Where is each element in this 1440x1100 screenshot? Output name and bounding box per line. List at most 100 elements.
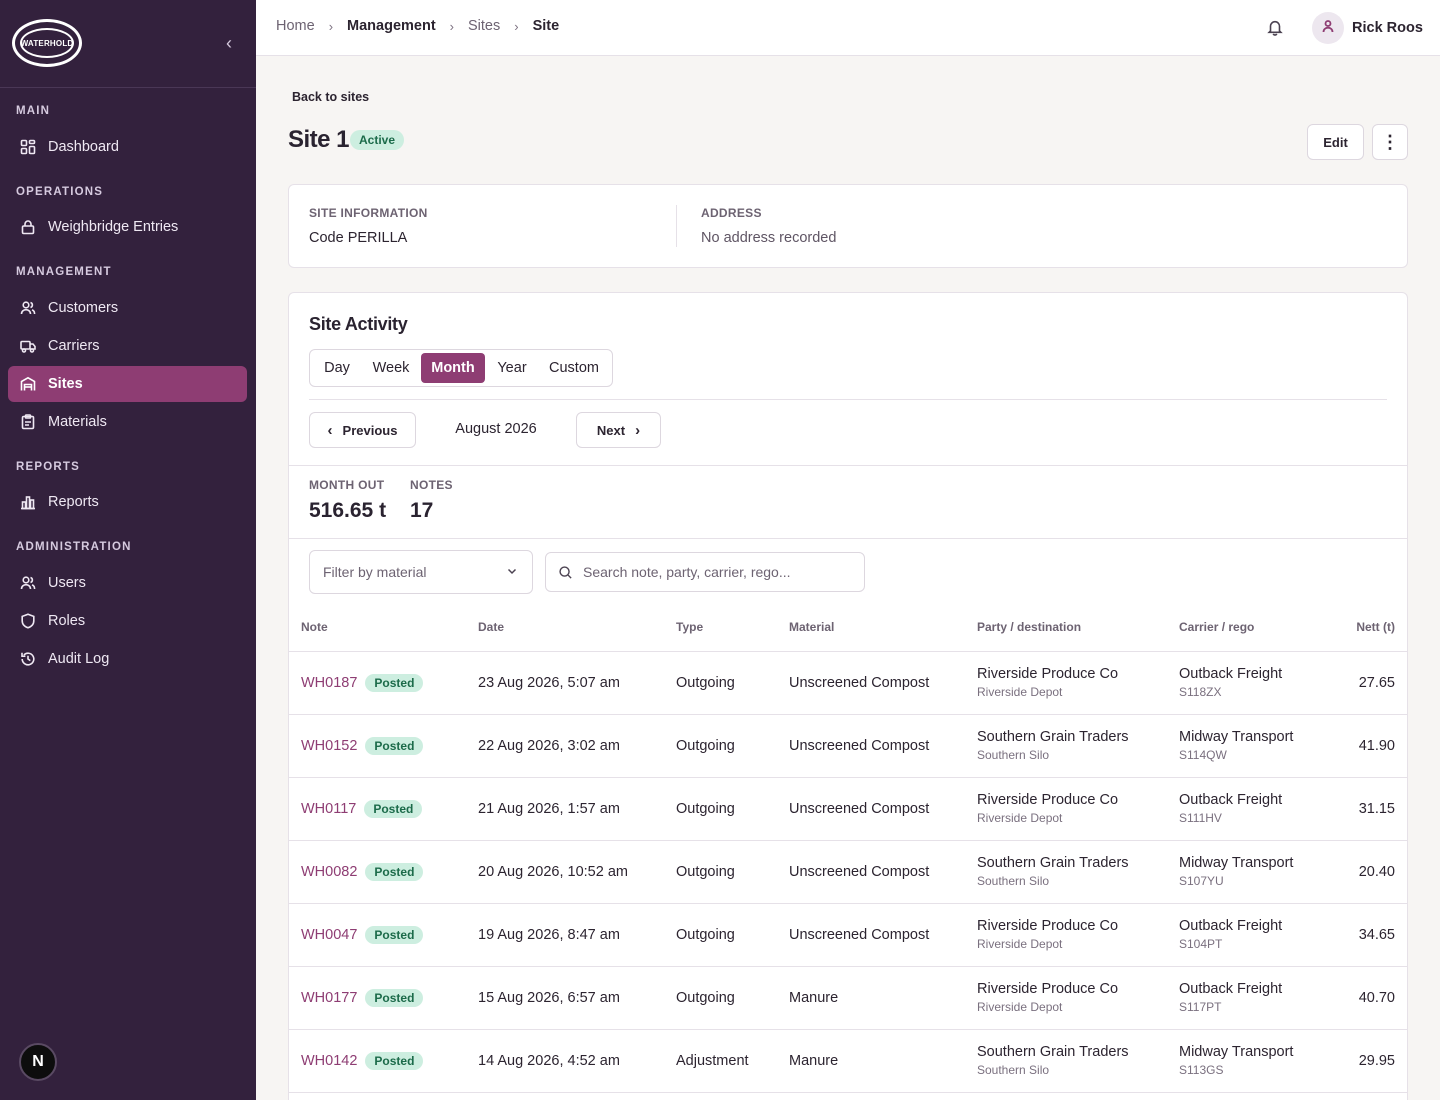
rego-value: S113GS bbox=[1179, 1063, 1224, 1077]
truck-icon bbox=[20, 338, 36, 354]
carrier-name: Outback Freight bbox=[1179, 918, 1283, 934]
note-link[interactable]: WH0187 bbox=[301, 674, 358, 691]
nett-cell: 31.15 bbox=[1314, 777, 1407, 841]
date-cell: 15 Aug 2026, 6:57 am bbox=[478, 966, 676, 1030]
sidebar-item-dashboard[interactable]: Dashboard bbox=[8, 129, 247, 165]
dev-tools-badge[interactable]: N bbox=[19, 1043, 57, 1081]
status-badge: Posted bbox=[365, 988, 424, 1007]
nett-cell: 29.95 bbox=[1314, 1029, 1407, 1093]
topbar: Home › Management › Sites › Site Rick Ro… bbox=[256, 0, 1440, 56]
note-link[interactable]: WH0117 bbox=[301, 800, 357, 817]
carrier-cell: Midway Transport S107YU bbox=[1179, 840, 1314, 904]
table-row[interactable]: WH0177 Posted 15 Aug 2026, 6:57 am Outgoing… bbox=[289, 966, 1407, 1030]
carrier-name: Midway Transport bbox=[1179, 729, 1294, 745]
material-cell: Manure bbox=[789, 1029, 977, 1093]
party-cell: Southern Grain Traders Southern Silo bbox=[977, 840, 1179, 904]
sidebar-item-materials[interactable]: Materials bbox=[8, 404, 247, 440]
notifications-button[interactable] bbox=[1266, 18, 1286, 38]
table-row[interactable]: WH0187 Posted 23 Aug 2026, 5:07 am Outgoing… bbox=[289, 651, 1407, 715]
sidebar-item-label: Carriers bbox=[48, 338, 100, 354]
search-input[interactable]: Search note, party, carrier, rego... bbox=[545, 552, 865, 592]
sidebar-item-label: Reports bbox=[48, 494, 99, 510]
next-period-button[interactable]: Next › bbox=[576, 412, 661, 448]
column-header-nett[interactable]: Nett (t) bbox=[1314, 604, 1407, 652]
sidebar-item-carriers[interactable]: Carriers bbox=[8, 328, 247, 364]
breadcrumb-management[interactable]: Management bbox=[347, 18, 436, 34]
waterhold-logo[interactable]: WATERHOLD bbox=[12, 19, 82, 67]
column-header-type[interactable]: Type bbox=[676, 604, 789, 652]
type-cell: Adjustment bbox=[676, 1029, 789, 1093]
party-cell: Southern Grain Traders Southern Silo bbox=[977, 1029, 1179, 1093]
destination-name: Riverside Depot bbox=[977, 811, 1063, 825]
column-header-carrier[interactable]: Carrier / rego bbox=[1179, 604, 1314, 652]
sidebar-item-audit-log[interactable]: Audit Log bbox=[8, 641, 247, 677]
date-cell: 21 Aug 2026, 1:57 am bbox=[478, 777, 676, 841]
breadcrumb: Home › Management › Sites › Site bbox=[276, 18, 559, 34]
party-name: Riverside Produce Co bbox=[977, 981, 1119, 997]
carrier-cell: Outback Freight S111HV bbox=[1179, 777, 1314, 841]
breadcrumb-sites[interactable]: Sites bbox=[468, 18, 501, 34]
chevron-right-icon: › bbox=[635, 421, 641, 439]
status-badge: Posted bbox=[365, 862, 424, 881]
nett-cell: 41.90 bbox=[1314, 714, 1407, 778]
shield-icon bbox=[20, 613, 36, 629]
note-cell: WH0117 Posted bbox=[289, 777, 478, 841]
nett-cell: 27.65 bbox=[1314, 651, 1407, 715]
note-cell: WH0082 Posted bbox=[289, 840, 478, 904]
note-link[interactable]: WH0142 bbox=[301, 1052, 358, 1069]
type-cell: Outgoing bbox=[676, 714, 789, 778]
divider bbox=[309, 399, 1387, 400]
breadcrumb-home[interactable]: Home bbox=[276, 18, 315, 34]
table-row[interactable]: WH0082 Posted 20 Aug 2026, 10:52 am Outgoin… bbox=[289, 840, 1407, 904]
material-filter-select[interactable]: Filter by material bbox=[309, 550, 533, 594]
column-header-material[interactable]: Material bbox=[789, 604, 977, 652]
chevron-right-icon: › bbox=[328, 18, 334, 34]
sidebar-item-label: Weighbridge Entries bbox=[48, 219, 179, 235]
note-link[interactable]: WH0047 bbox=[301, 926, 358, 943]
chevron-left-icon: ‹ bbox=[327, 421, 333, 439]
sidebar-item-sites[interactable]: Sites bbox=[8, 366, 247, 402]
note-link[interactable]: WH0152 bbox=[301, 737, 358, 754]
sidebar-item-weighbridge-entries[interactable]: Weighbridge Entries bbox=[8, 209, 247, 245]
note-link[interactable]: WH0082 bbox=[301, 863, 358, 880]
sidebar-item-label: Materials bbox=[48, 414, 107, 430]
material-cell: Unscreened Compost bbox=[789, 840, 977, 904]
user-menu[interactable]: Rick Roos bbox=[1312, 12, 1423, 44]
sidebar-item-roles[interactable]: Roles bbox=[8, 603, 247, 639]
destination-name: Southern Silo bbox=[977, 874, 1050, 888]
party-cell: Southern Grain Traders Southern Silo bbox=[977, 714, 1179, 778]
history-icon bbox=[20, 651, 36, 667]
note-cell: WH0187 Posted bbox=[289, 651, 478, 715]
brand-area: WATERHOLD ‹ bbox=[0, 0, 256, 88]
users-icon bbox=[20, 300, 36, 316]
table-row[interactable]: WH0117 Posted 21 Aug 2026, 1:57 am Outgoing… bbox=[289, 777, 1407, 841]
period-week-tab[interactable]: Week bbox=[372, 360, 410, 376]
period-day-tab[interactable]: Day bbox=[324, 360, 350, 376]
table-row[interactable]: WH0142 Posted 14 Aug 2026, 4:52 am Adjustme… bbox=[289, 1029, 1407, 1093]
note-link[interactable]: WH0177 bbox=[301, 989, 358, 1006]
column-header-note[interactable]: Note bbox=[289, 604, 478, 652]
user-name: Rick Roos bbox=[1352, 20, 1423, 36]
site-information-label: SITE INFORMATION bbox=[309, 206, 428, 220]
back-to-sites-link[interactable]: Back to sites bbox=[292, 90, 370, 104]
note-cell: WH0142 Posted bbox=[289, 1029, 478, 1093]
period-custom-tab[interactable]: Custom bbox=[549, 360, 599, 376]
carrier-name: Outback Freight bbox=[1179, 792, 1283, 808]
sidebar-item-customers[interactable]: Customers bbox=[8, 290, 247, 326]
previous-period-button[interactable]: ‹ Previous bbox=[309, 412, 416, 448]
activity-table: Note Date Type Material Party / destinat… bbox=[289, 604, 1407, 1093]
period-month-tab[interactable]: Month bbox=[421, 353, 485, 383]
party-name: Southern Grain Traders bbox=[977, 1044, 1129, 1060]
destination-name: Riverside Depot bbox=[977, 937, 1063, 951]
nav-section-administration: ADMINISTRATION bbox=[16, 541, 132, 553]
column-header-party[interactable]: Party / destination bbox=[977, 604, 1179, 652]
table-row[interactable]: WH0152 Posted 22 Aug 2026, 3:02 am Outgoing… bbox=[289, 714, 1407, 778]
edit-button[interactable]: Edit bbox=[1307, 124, 1364, 160]
period-year-tab[interactable]: Year bbox=[497, 360, 527, 376]
sidebar-item-users[interactable]: Users bbox=[8, 565, 247, 601]
table-row[interactable]: WH0047 Posted 19 Aug 2026, 8:47 am Outgoing… bbox=[289, 903, 1407, 967]
sidebar-item-reports[interactable]: Reports bbox=[8, 484, 247, 520]
column-header-date[interactable]: Date bbox=[478, 604, 676, 652]
collapse-sidebar-button[interactable]: ‹ bbox=[218, 31, 240, 55]
more-actions-button[interactable]: ⋮ bbox=[1372, 124, 1408, 160]
